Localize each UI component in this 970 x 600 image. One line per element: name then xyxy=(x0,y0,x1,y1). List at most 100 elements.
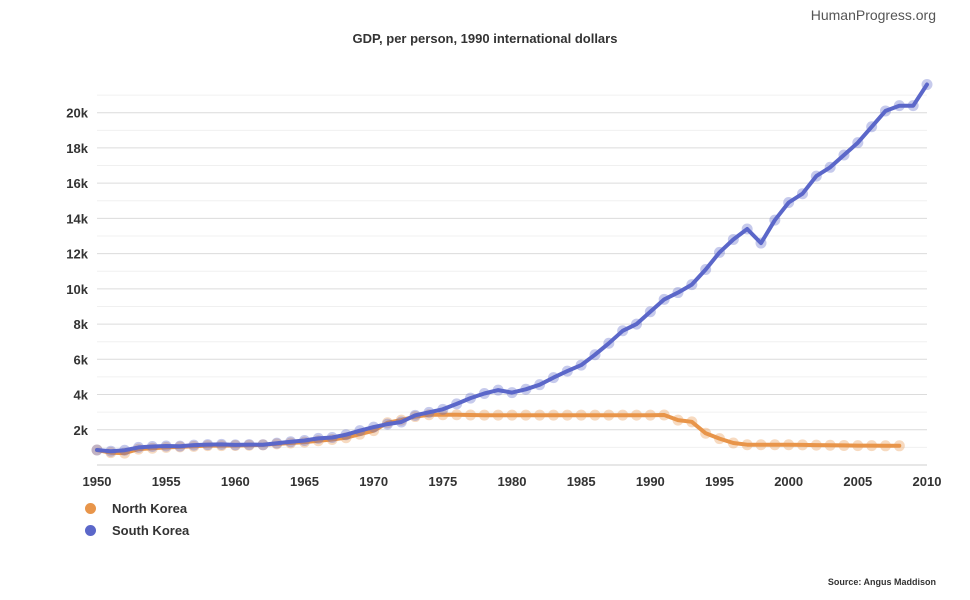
data-point-north-korea[interactable] xyxy=(866,440,878,452)
data-point-south-korea[interactable] xyxy=(755,237,767,249)
data-point-north-korea[interactable] xyxy=(714,433,725,445)
data-point-north-korea[interactable] xyxy=(603,409,615,421)
data-point-south-korea[interactable] xyxy=(644,306,656,318)
data-point-south-korea[interactable] xyxy=(91,444,103,456)
data-point-north-korea[interactable] xyxy=(589,409,601,421)
data-point-south-korea[interactable] xyxy=(631,318,642,330)
data-point-south-korea[interactable] xyxy=(700,263,712,275)
data-point-south-korea[interactable] xyxy=(520,383,532,395)
data-point-south-korea[interactable] xyxy=(589,349,601,361)
data-point-south-korea[interactable] xyxy=(741,223,753,235)
data-point-south-korea[interactable] xyxy=(548,372,559,384)
data-point-south-korea[interactable] xyxy=(312,432,324,444)
data-point-north-korea[interactable] xyxy=(465,409,476,421)
data-point-south-korea[interactable] xyxy=(714,246,725,258)
data-point-north-korea[interactable] xyxy=(561,409,573,421)
data-point-south-korea[interactable] xyxy=(423,406,435,418)
data-point-north-korea[interactable] xyxy=(548,409,559,421)
data-point-south-korea[interactable] xyxy=(672,287,684,299)
data-point-south-korea[interactable] xyxy=(797,188,808,200)
data-point-north-korea[interactable] xyxy=(797,439,808,451)
data-point-south-korea[interactable] xyxy=(617,325,629,337)
data-point-north-korea[interactable] xyxy=(575,409,587,421)
data-point-south-korea[interactable] xyxy=(202,439,214,451)
data-point-south-korea[interactable] xyxy=(382,418,393,430)
data-point-north-korea[interactable] xyxy=(631,409,642,421)
data-point-south-korea[interactable] xyxy=(506,387,518,399)
data-point-north-korea[interactable] xyxy=(810,439,822,451)
data-point-north-korea[interactable] xyxy=(727,437,739,449)
legend-item-south-korea[interactable]: South Korea xyxy=(85,519,189,541)
data-point-north-korea[interactable] xyxy=(617,409,629,421)
data-point-south-korea[interactable] xyxy=(354,425,366,437)
data-point-south-korea[interactable] xyxy=(326,432,338,444)
data-point-north-korea[interactable] xyxy=(672,414,684,426)
series-north-korea xyxy=(91,409,905,459)
y-tick-label: 20k xyxy=(66,106,88,121)
data-point-south-korea[interactable] xyxy=(257,439,269,451)
data-point-north-korea[interactable] xyxy=(880,440,891,452)
data-point-south-korea[interactable] xyxy=(575,359,587,371)
data-point-south-korea[interactable] xyxy=(409,409,421,421)
data-point-north-korea[interactable] xyxy=(893,440,905,452)
data-point-south-korea[interactable] xyxy=(838,149,850,161)
data-point-south-korea[interactable] xyxy=(492,384,504,396)
data-point-north-korea[interactable] xyxy=(755,439,767,451)
data-point-south-korea[interactable] xyxy=(437,403,449,415)
data-point-south-korea[interactable] xyxy=(534,379,546,391)
data-point-south-korea[interactable] xyxy=(852,137,864,149)
data-point-south-korea[interactable] xyxy=(133,441,144,453)
data-point-north-korea[interactable] xyxy=(451,409,463,421)
data-point-south-korea[interactable] xyxy=(340,429,352,441)
data-point-north-korea[interactable] xyxy=(838,439,850,451)
data-point-north-korea[interactable] xyxy=(852,440,864,452)
data-point-south-korea[interactable] xyxy=(146,441,158,453)
data-point-south-korea[interactable] xyxy=(824,161,836,173)
data-point-south-korea[interactable] xyxy=(395,416,407,428)
data-point-south-korea[interactable] xyxy=(216,438,227,450)
data-point-north-korea[interactable] xyxy=(492,409,504,421)
data-point-south-korea[interactable] xyxy=(686,279,698,291)
data-point-north-korea[interactable] xyxy=(506,409,518,421)
data-point-south-korea[interactable] xyxy=(478,387,490,399)
data-point-south-korea[interactable] xyxy=(810,170,822,182)
data-point-north-korea[interactable] xyxy=(478,409,490,421)
data-point-south-korea[interactable] xyxy=(769,214,781,226)
data-point-south-korea[interactable] xyxy=(603,337,615,349)
data-point-south-korea[interactable] xyxy=(243,439,255,451)
data-point-north-korea[interactable] xyxy=(520,409,532,421)
data-point-south-korea[interactable] xyxy=(561,365,573,377)
data-point-north-korea[interactable] xyxy=(534,409,546,421)
data-point-north-korea[interactable] xyxy=(437,409,449,421)
data-point-south-korea[interactable] xyxy=(783,197,795,209)
data-point-south-korea[interactable] xyxy=(188,439,200,451)
data-point-south-korea[interactable] xyxy=(465,392,476,404)
data-point-south-korea[interactable] xyxy=(727,234,739,246)
data-point-north-korea[interactable] xyxy=(700,427,712,439)
data-point-south-korea[interactable] xyxy=(921,79,933,91)
data-point-south-korea[interactable] xyxy=(160,440,172,452)
legend-item-north-korea[interactable]: North Korea xyxy=(85,497,189,519)
data-point-north-korea[interactable] xyxy=(644,409,656,421)
data-point-south-korea[interactable] xyxy=(271,437,283,449)
data-point-south-korea[interactable] xyxy=(285,436,297,448)
y-axis-ticks: 2k 4k 6k 8k 10k 12k 14k 16k 18k 20k xyxy=(66,106,88,438)
data-point-north-korea[interactable] xyxy=(686,416,698,428)
data-point-north-korea[interactable] xyxy=(741,439,753,451)
data-point-south-korea[interactable] xyxy=(658,293,670,305)
data-point-south-korea[interactable] xyxy=(119,444,131,456)
data-point-south-korea[interactable] xyxy=(229,439,241,451)
data-point-south-korea[interactable] xyxy=(174,440,186,452)
data-point-south-korea[interactable] xyxy=(451,398,463,410)
data-point-north-korea[interactable] xyxy=(658,409,670,421)
data-point-south-korea[interactable] xyxy=(880,105,891,117)
data-point-north-korea[interactable] xyxy=(783,439,795,451)
data-point-south-korea[interactable] xyxy=(907,100,919,112)
data-point-south-korea[interactable] xyxy=(893,100,905,112)
data-point-north-korea[interactable] xyxy=(824,439,836,451)
data-point-south-korea[interactable] xyxy=(105,445,117,457)
data-point-north-korea[interactable] xyxy=(769,439,781,451)
data-point-south-korea[interactable] xyxy=(368,421,380,433)
data-point-south-korea[interactable] xyxy=(299,435,310,447)
data-point-south-korea[interactable] xyxy=(866,121,878,133)
